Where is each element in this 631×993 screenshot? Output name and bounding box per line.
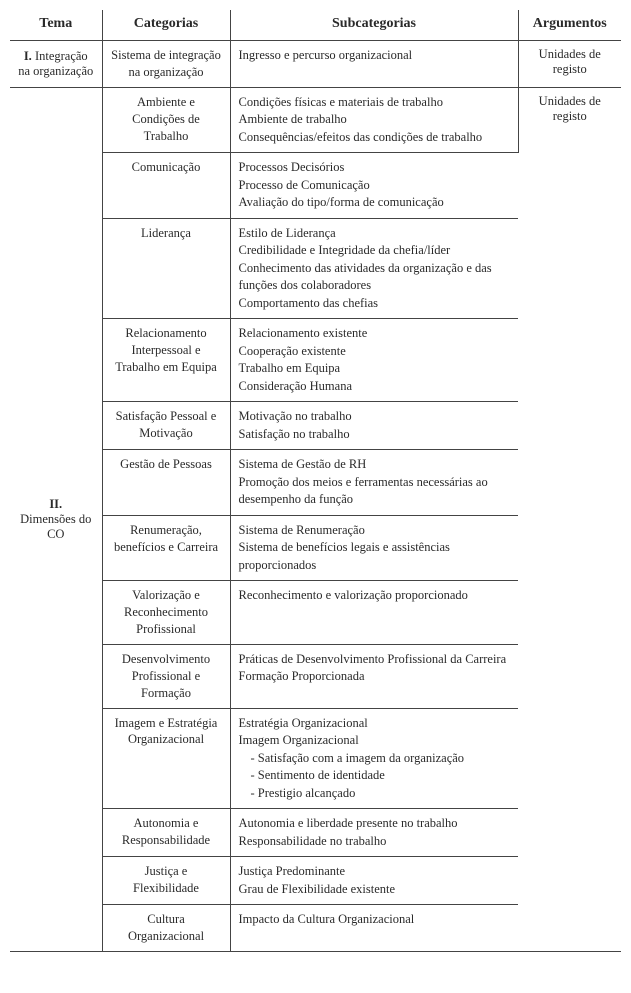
subcategory-line: Promoção dos meios e ferramentas necessá… (239, 474, 511, 509)
subcategory-line: Processos Decisórios (239, 159, 511, 177)
subcategory-line: Credibilidade e Integridade da chefia/lí… (239, 242, 511, 260)
subcategory-line: Consequências/efeitos das condições de t… (239, 129, 510, 147)
categories-table: Tema Categorias Subcategorias Argumentos… (10, 10, 621, 952)
subcategory-cell: Estratégia OrganizacionalImagem Organiza… (230, 708, 518, 809)
subcategory-cell: Sistema de RenumeraçãoSistema de benefíc… (230, 515, 518, 581)
subcategory-cell: Processos DecisóriosProcesso de Comunica… (230, 153, 518, 219)
subcategory-line: Consideração Humana (239, 378, 511, 396)
subcategory-cell: Ingresso e percurso organizacional (230, 41, 518, 88)
category-cell: Justiça e Flexibilidade (102, 857, 230, 905)
subcategory-cell: Motivação no trabalhoSatisfação no traba… (230, 402, 518, 450)
subcategory-line: Cooperação existente (239, 343, 511, 361)
subcategory-line: Motivação no trabalho (239, 408, 511, 426)
subcategory-line: Justiça Predominante (239, 863, 511, 881)
subcategory-line: Ingresso e percurso organizacional (239, 47, 510, 65)
subcategory-line: Estilo de Liderança (239, 225, 511, 243)
category-cell: Gestão de Pessoas (102, 450, 230, 516)
subcategory-line: Estratégia Organizacional (239, 715, 511, 733)
header-categorias: Categorias (102, 10, 230, 41)
header-subcategorias: Subcategorias (230, 10, 518, 41)
header-argumentos: Argumentos (518, 10, 621, 41)
category-cell: Desenvolvimento Profissional e Formação (102, 644, 230, 708)
subcategory-line: Formação Proporcionada (239, 668, 511, 686)
subcategory-line: Satisfação no trabalho (239, 426, 511, 444)
tema-cell: I. Integração na organização (10, 41, 102, 88)
category-cell: Renumeração, benefícios e Carreira (102, 515, 230, 581)
subcategory-cell: Práticas de Desenvolvimento Profissional… (230, 644, 518, 708)
subcategory-line: Comportamento das chefias (239, 295, 511, 313)
subcategory-cell: Reconhecimento e valorização proporciona… (230, 581, 518, 645)
subcategory-line: Responsabilidade no trabalho (239, 833, 511, 851)
category-cell: Imagem e Estratégia Organizacional (102, 708, 230, 809)
category-cell: Satisfação Pessoal e Motivação (102, 402, 230, 450)
category-cell: Autonomia e Responsabilidade (102, 809, 230, 857)
category-cell: Relacionamento Interpessoal e Trabalho e… (102, 319, 230, 402)
table-row: I. Integração na organizaçãoSistema de i… (10, 41, 621, 88)
argument-cell: Unidades de registo (518, 87, 621, 951)
subcategory-line: Imagem Organizacional (239, 732, 511, 750)
header-row: Tema Categorias Subcategorias Argumentos (10, 10, 621, 41)
subcategory-line: Processo de Comunicação (239, 177, 511, 195)
subcategory-line: - Satisfação com a imagem da organização (239, 750, 511, 768)
category-cell: Ambiente e Condições de Trabalho (102, 87, 230, 153)
category-cell: Sistema de integração na organização (102, 41, 230, 88)
subcategory-cell: Impacto da Cultura Organizacional (230, 905, 518, 952)
subcategory-cell: Autonomia e liberdade presente no trabal… (230, 809, 518, 857)
table-row: II.Dimensões do COAmbiente e Condições d… (10, 87, 621, 153)
subcategory-line: Práticas de Desenvolvimento Profissional… (239, 651, 511, 669)
category-cell: Valorização e Reconhecimento Profissiona… (102, 581, 230, 645)
subcategory-line: - Sentimento de identidade (239, 767, 511, 785)
subcategory-line: - Prestigio alcançado (239, 785, 511, 803)
subcategory-cell: Estilo de LiderançaCredibilidade e Integ… (230, 218, 518, 319)
subcategory-cell: Condições físicas e materiais de trabalh… (230, 87, 518, 153)
argument-cell: Unidades de registo (518, 41, 621, 88)
tema-cell: II.Dimensões do CO (10, 87, 102, 951)
subcategory-line: Trabalho em Equipa (239, 360, 511, 378)
header-tema: Tema (10, 10, 102, 41)
subcategory-line: Reconhecimento e valorização proporciona… (239, 587, 511, 605)
category-cell: Cultura Organizacional (102, 905, 230, 952)
subcategory-line: Ambiente de trabalho (239, 111, 510, 129)
subcategory-line: Grau de Flexibilidade existente (239, 881, 511, 899)
subcategory-cell: Sistema de Gestão de RHPromoção dos meio… (230, 450, 518, 516)
subcategory-cell: Justiça PredominanteGrau de Flexibilidad… (230, 857, 518, 905)
subcategory-line: Impacto da Cultura Organizacional (239, 911, 511, 929)
subcategory-line: Sistema de benefícios legais e assistênc… (239, 539, 511, 574)
subcategory-line: Sistema de Gestão de RH (239, 456, 511, 474)
subcategory-line: Conhecimento das atividades da organizaç… (239, 260, 511, 295)
subcategory-cell: Relacionamento existenteCooperação exist… (230, 319, 518, 402)
subcategory-line: Condições físicas e materiais de trabalh… (239, 94, 510, 112)
subcategory-line: Sistema de Renumeração (239, 522, 511, 540)
category-cell: Comunicação (102, 153, 230, 219)
subcategory-line: Autonomia e liberdade presente no trabal… (239, 815, 511, 833)
subcategory-line: Avaliação do tipo/forma de comunicação (239, 194, 511, 212)
category-cell: Liderança (102, 218, 230, 319)
subcategory-line: Relacionamento existente (239, 325, 511, 343)
